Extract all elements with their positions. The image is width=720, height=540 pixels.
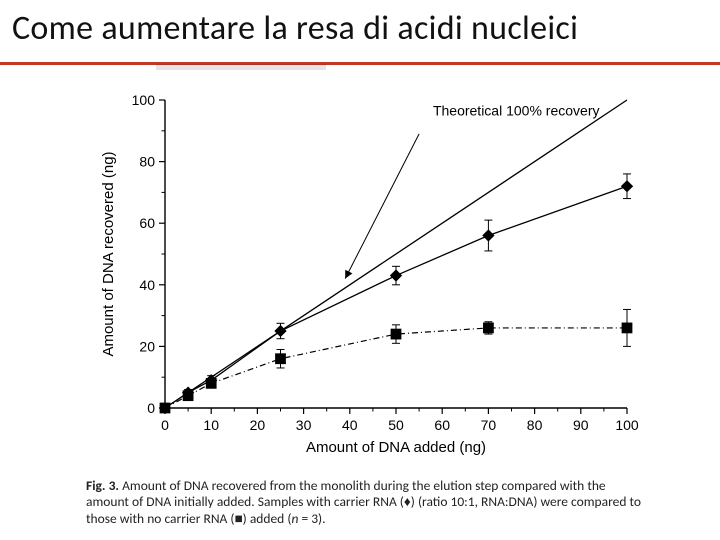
svg-text:40: 40 bbox=[139, 277, 155, 293]
svg-text:20: 20 bbox=[250, 417, 266, 433]
svg-text:0: 0 bbox=[161, 417, 169, 433]
svg-text:50: 50 bbox=[388, 417, 404, 433]
svg-text:80: 80 bbox=[139, 154, 155, 170]
svg-text:Theoretical 100% recovery: Theoretical 100% recovery bbox=[433, 102, 600, 118]
title-rule-shadow bbox=[156, 64, 326, 70]
page-title: Come aumentare la resa di acidi nucleici bbox=[12, 8, 578, 49]
svg-text:90: 90 bbox=[573, 417, 589, 433]
svg-text:0: 0 bbox=[147, 400, 155, 416]
chart-figure: 0 10 20 30 40 50 60 70 80 90 100 0 20 40 60 80 100 Amount… bbox=[85, 82, 643, 474]
chart-svg: 0 10 20 30 40 50 60 70 80 90 100 0 20 40 60 80 100 Amount… bbox=[85, 82, 643, 474]
svg-text:100: 100 bbox=[615, 417, 639, 433]
caption-marker-square: ■ bbox=[235, 510, 243, 527]
title-rule bbox=[0, 62, 720, 65]
svg-text:20: 20 bbox=[139, 338, 155, 354]
caption-text-c: ) added ( bbox=[243, 510, 292, 527]
svg-text:40: 40 bbox=[342, 417, 358, 433]
svg-text:Amount of DNA recovered (ng): Amount of DNA recovered (ng) bbox=[100, 151, 117, 356]
svg-text:60: 60 bbox=[139, 215, 155, 231]
svg-text:100: 100 bbox=[132, 92, 156, 108]
svg-text:60: 60 bbox=[434, 417, 450, 433]
svg-text:80: 80 bbox=[527, 417, 543, 433]
svg-text:30: 30 bbox=[296, 417, 312, 433]
svg-text:10: 10 bbox=[203, 417, 219, 433]
figure-caption: Fig. 3. Amount of DNA recovered from the… bbox=[86, 478, 642, 527]
svg-text:70: 70 bbox=[481, 417, 497, 433]
svg-text:Amount of DNA added (ng): Amount of DNA added (ng) bbox=[306, 439, 486, 456]
caption-marker-diamond: ♦ bbox=[404, 493, 411, 510]
caption-fig-label: Fig. 3. bbox=[86, 477, 119, 494]
slide: Come aumentare la resa di acidi nucleici… bbox=[0, 0, 720, 540]
caption-nval: = 3). bbox=[298, 510, 325, 527]
